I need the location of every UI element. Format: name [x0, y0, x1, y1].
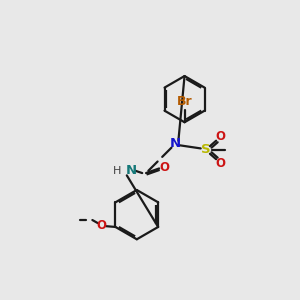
Text: O: O — [160, 161, 170, 174]
Text: Br: Br — [177, 95, 192, 108]
Text: O: O — [216, 157, 226, 170]
Text: H: H — [113, 166, 122, 176]
Text: O: O — [97, 219, 106, 232]
Text: O: O — [216, 130, 226, 142]
Text: N: N — [170, 137, 181, 150]
Text: S: S — [201, 143, 211, 157]
Text: N: N — [125, 164, 136, 177]
